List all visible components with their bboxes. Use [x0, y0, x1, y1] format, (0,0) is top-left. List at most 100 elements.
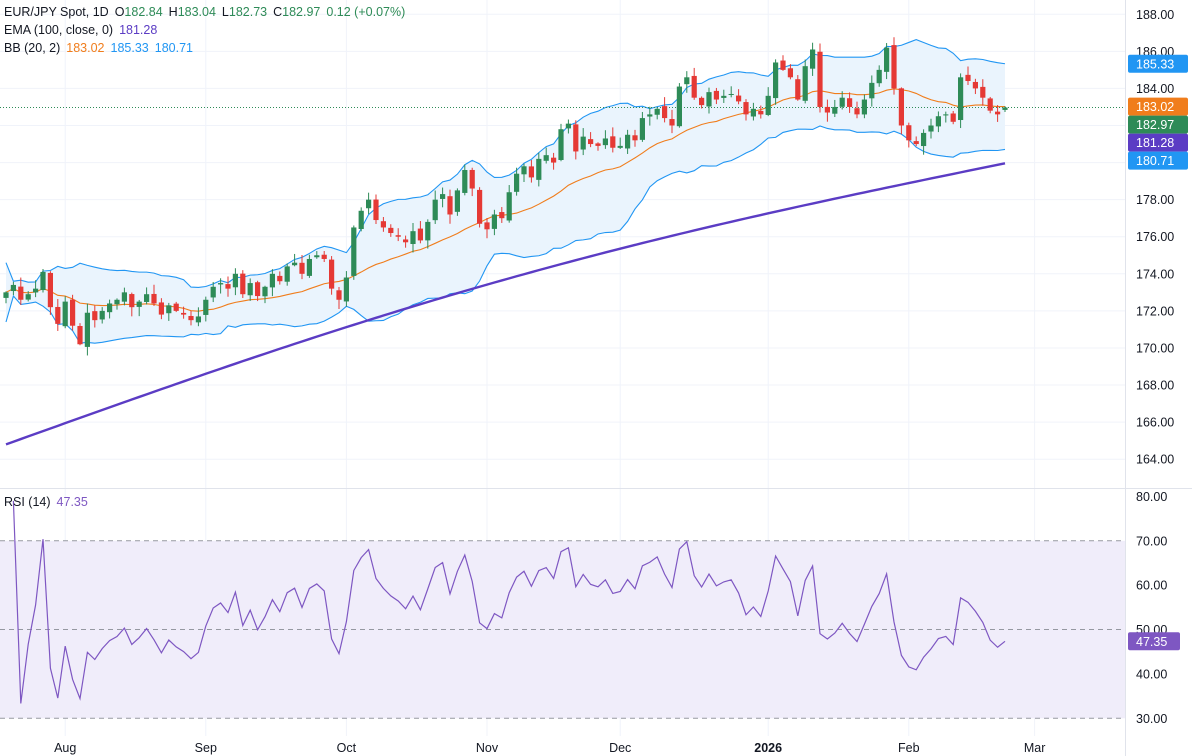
candle	[284, 263, 290, 286]
ohlc-values: O182.84 H183.04 L182.73 C182.97 0.12 (+0.07%…	[115, 5, 412, 19]
candle	[18, 277, 24, 305]
candle	[462, 164, 468, 196]
candle	[3, 291, 9, 304]
candle	[654, 107, 660, 120]
candle	[107, 299, 113, 319]
open-label: O	[114, 5, 125, 19]
candle	[847, 92, 853, 113]
candle	[921, 129, 927, 155]
candle	[306, 254, 312, 278]
time-tick-label: Nov	[476, 741, 499, 755]
candle	[536, 152, 542, 187]
candle	[321, 250, 327, 263]
price-tick-label: 170.00	[1136, 341, 1174, 355]
candle	[314, 251, 320, 259]
candle	[158, 298, 164, 320]
rsi-tick-label: 80.00	[1136, 490, 1167, 504]
time-tick-label: Dec	[609, 741, 631, 755]
candle	[839, 91, 845, 110]
candle	[181, 306, 187, 319]
candle	[1002, 106, 1008, 112]
candle	[469, 167, 475, 197]
candle	[77, 323, 83, 346]
price-tick-label: 184.00	[1136, 82, 1174, 96]
candle	[573, 120, 579, 160]
candle	[477, 187, 483, 228]
candle	[514, 167, 520, 196]
bb-legend: BB (20, 2) 183.02 185.33 180.71	[4, 40, 199, 57]
candle	[610, 127, 616, 153]
candle	[706, 87, 712, 114]
candle	[743, 99, 749, 121]
candle	[543, 147, 549, 164]
candle	[10, 281, 16, 296]
time-tick-label: Oct	[337, 741, 357, 755]
candle	[802, 59, 808, 104]
price-tick-label: 174.00	[1136, 267, 1174, 281]
candle	[854, 101, 860, 119]
price-tick-label: 164.00	[1136, 453, 1174, 467]
candle	[869, 75, 875, 107]
candle	[647, 106, 653, 126]
bb-lower-line	[5, 125, 1006, 344]
candle	[136, 299, 142, 317]
price-tags: 185.33 183.02 182.97 181.28 180.71 47.35	[1128, 54, 1188, 651]
candle	[565, 119, 571, 134]
ema-100-line	[5, 162, 1006, 446]
price-tag: 185.33	[1128, 54, 1188, 73]
candle	[425, 219, 431, 249]
bb-label: BB (20, 2)	[4, 41, 61, 55]
candle	[84, 303, 90, 356]
candle	[965, 66, 971, 85]
candle	[262, 285, 268, 304]
candle	[787, 64, 793, 80]
candle	[55, 299, 61, 331]
rsi-plot	[12, 500, 1006, 704]
candle	[632, 129, 638, 147]
candle	[225, 276, 231, 297]
candle	[595, 142, 601, 151]
candle	[995, 105, 1001, 122]
candle	[218, 278, 224, 294]
candle	[750, 102, 756, 121]
candle	[114, 298, 120, 310]
candle	[92, 305, 98, 328]
bb-lower-value: 180.71	[154, 41, 193, 55]
rsi-tick-label: 30.00	[1136, 712, 1167, 726]
candle	[499, 207, 505, 223]
candle	[255, 280, 261, 302]
time-tick-label: Mar	[1024, 741, 1046, 755]
candle	[269, 269, 275, 297]
candle	[721, 89, 727, 103]
high-value: 183.04	[177, 5, 216, 19]
candle	[343, 271, 349, 307]
rsi-label: RSI (14)	[4, 495, 51, 509]
candle	[780, 55, 786, 71]
bb-upper-line	[5, 39, 1006, 289]
candle	[580, 128, 586, 156]
candle	[625, 129, 631, 154]
candle	[358, 207, 364, 232]
price-tag: 180.71	[1128, 151, 1188, 170]
candle	[240, 270, 246, 298]
candle	[884, 43, 890, 80]
candle	[958, 73, 964, 129]
candle	[210, 281, 216, 303]
bb-mid-line	[5, 88, 1006, 312]
candle	[669, 109, 675, 134]
price-tag-label: 181.28	[1136, 136, 1174, 150]
candle	[144, 287, 150, 305]
candle	[491, 209, 497, 236]
candle	[336, 286, 342, 309]
candle	[558, 123, 564, 162]
candle	[380, 217, 386, 232]
candle	[47, 271, 53, 315]
candle	[521, 163, 527, 183]
rsi-line	[12, 500, 1006, 704]
candle	[299, 255, 305, 280]
candle	[736, 89, 742, 105]
candle	[151, 284, 157, 306]
candle	[906, 122, 912, 148]
